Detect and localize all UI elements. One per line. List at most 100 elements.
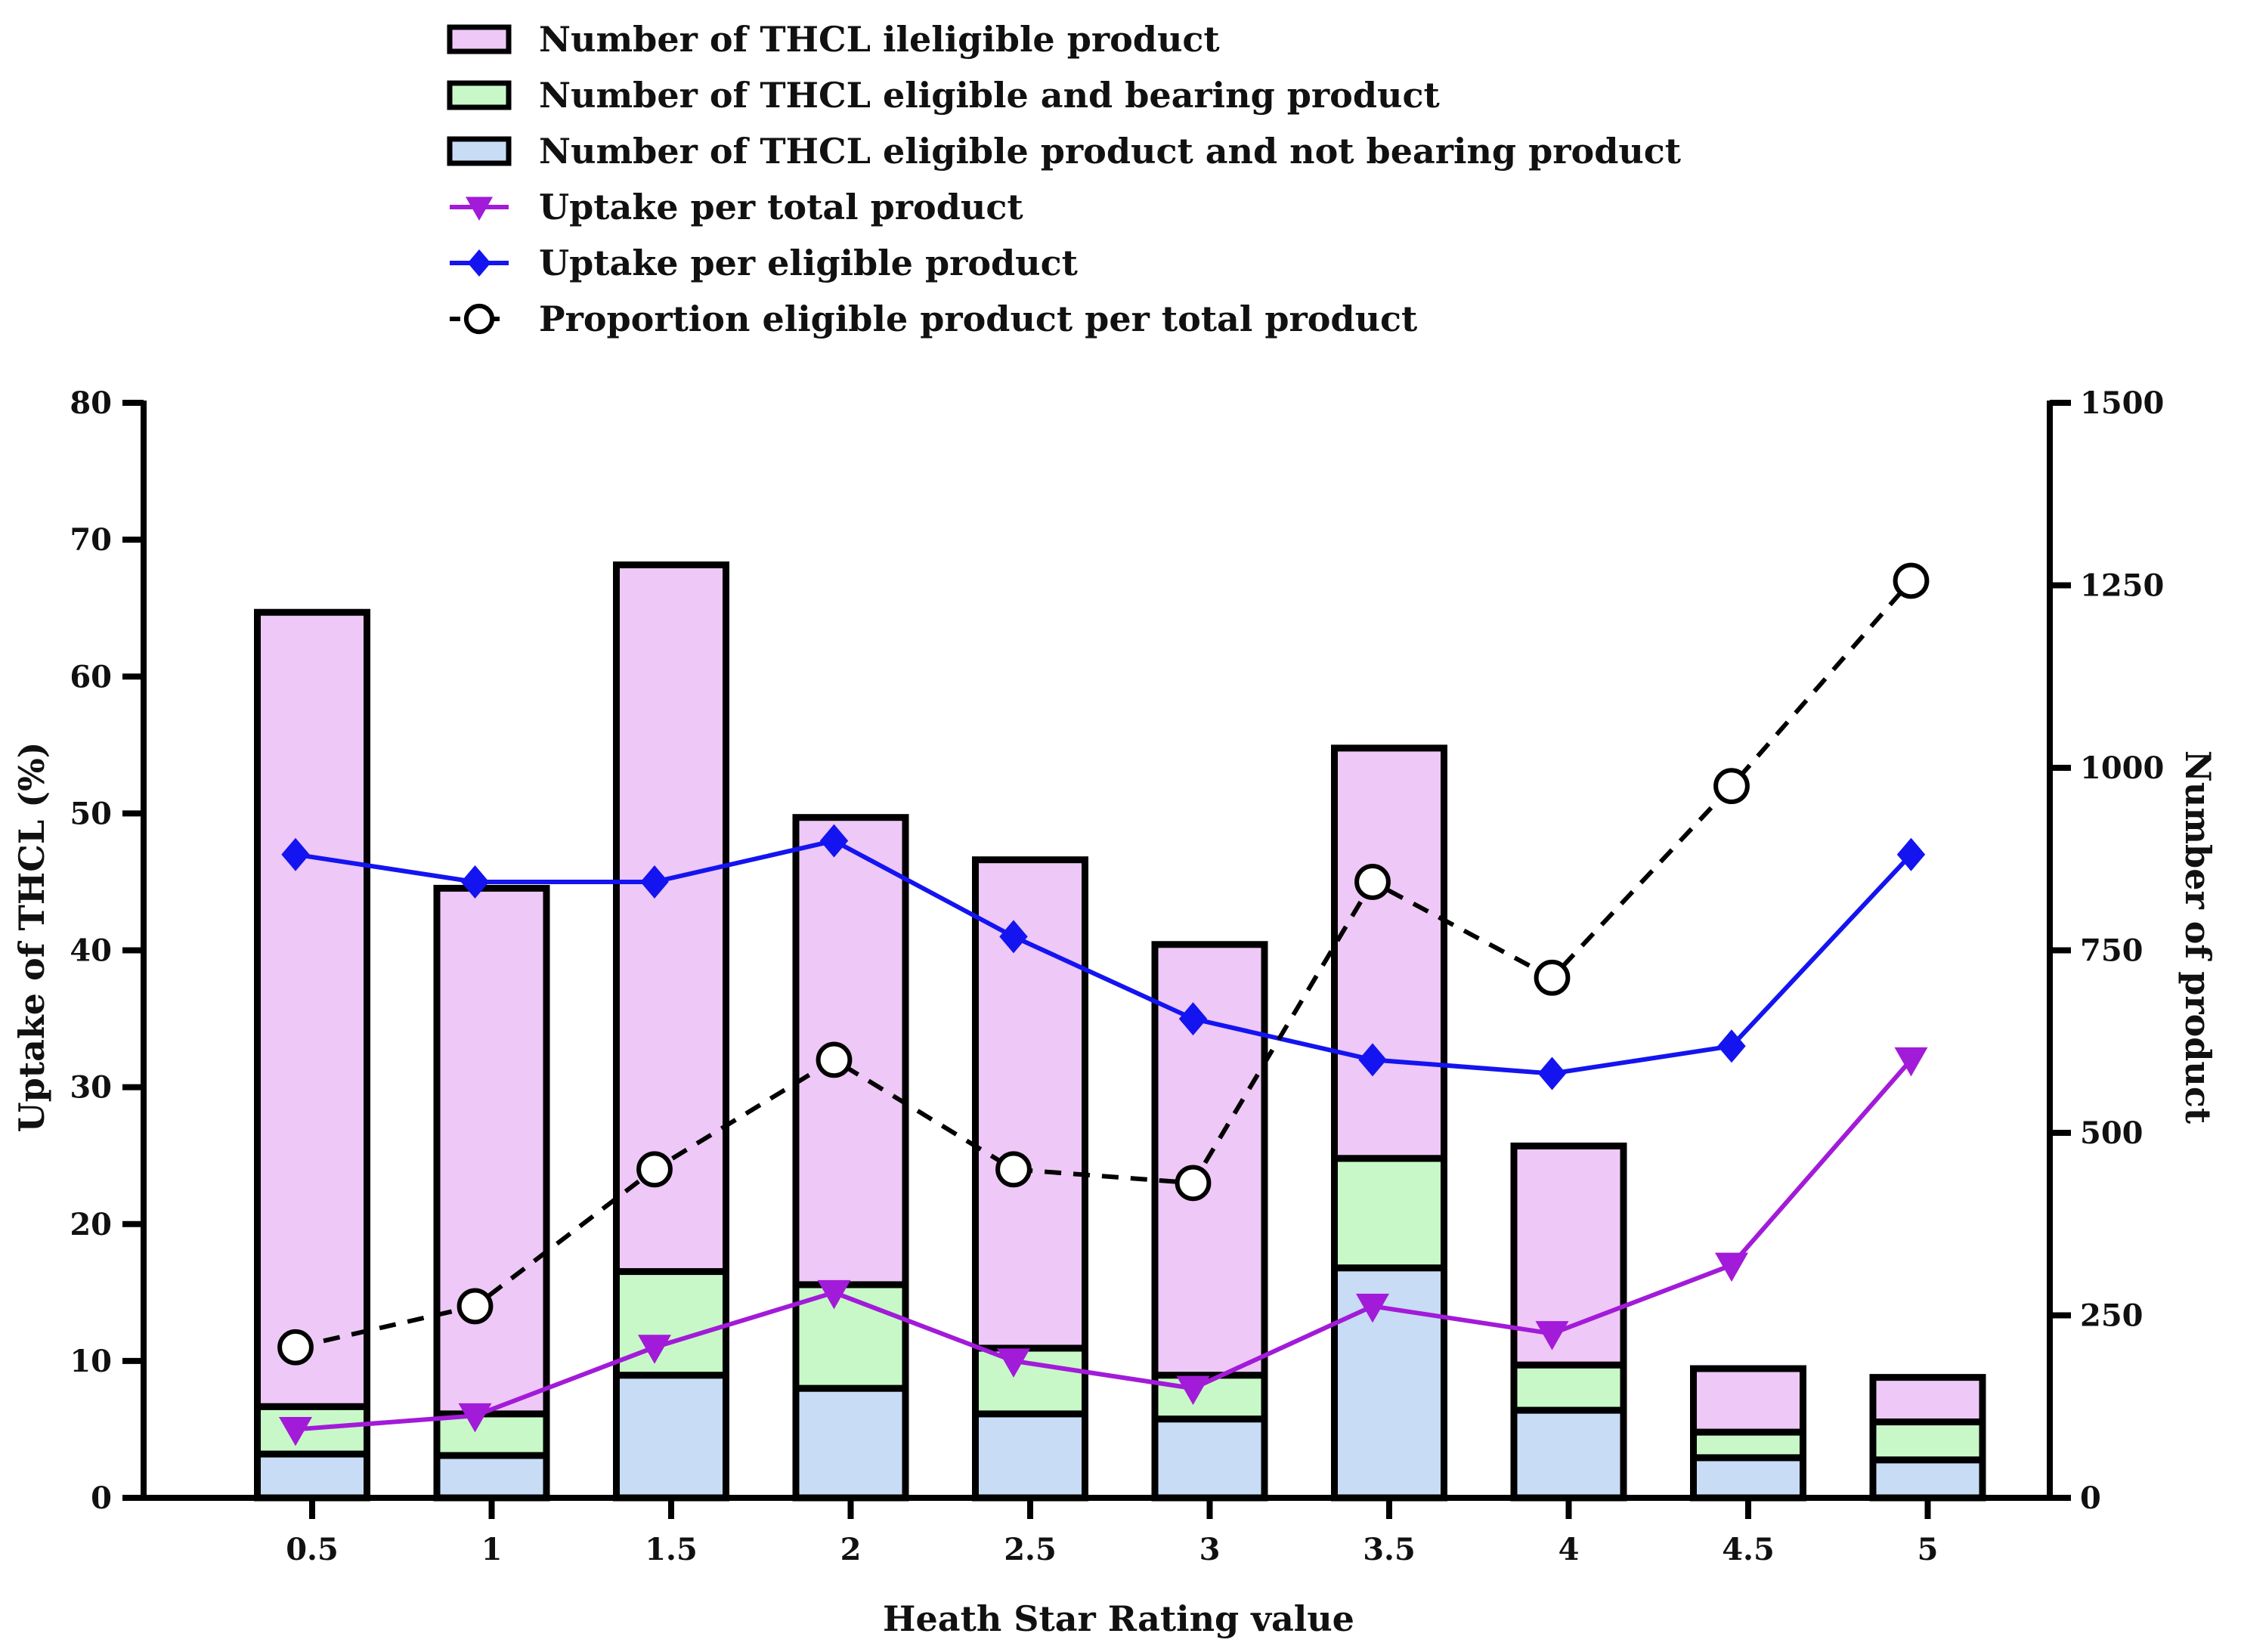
- point-series-2-4: [1534, 959, 1571, 996]
- x-tick-label: 2.5: [1004, 1532, 1057, 1567]
- y-tick-label-right: 750: [2080, 933, 2143, 969]
- legend-marker: [463, 303, 495, 335]
- y-tick-label-right: 500: [2080, 1115, 2143, 1151]
- point-series-0-3: [1176, 1375, 1210, 1406]
- bar-1-series-1: [433, 1410, 550, 1459]
- bar-5-series-2: [1869, 1374, 1986, 1426]
- point-series-1-2: [819, 824, 849, 858]
- bar-4.5-series-0: [1690, 1454, 1806, 1502]
- bars: [254, 561, 1986, 1502]
- bar-2-series-2: [792, 814, 909, 1288]
- legend-item-2: Number of THCL eligible product and not …: [447, 131, 1682, 172]
- legend-label: Number of THCL eligible and bearing prod…: [539, 75, 1440, 116]
- y-axis-title-left: Uptake of THCL (%): [11, 742, 52, 1133]
- point-series-0-2.5: [997, 1348, 1030, 1378]
- legend-label: Uptake per total product: [539, 187, 1023, 227]
- point-series-1-1.5: [640, 865, 669, 899]
- legend-swatch: [447, 24, 512, 54]
- point-series-0-2: [817, 1279, 851, 1310]
- bar-1.5-series-0: [613, 1372, 729, 1502]
- bar-3-series-2: [1151, 941, 1268, 1379]
- point-series-1-1: [460, 865, 490, 899]
- y-tick-label-right: 1500: [2080, 385, 2164, 421]
- x-tick-label: 2: [840, 1532, 862, 1567]
- y-axis-title-right: Number of product: [2178, 750, 2218, 1125]
- y-tick-label-right: 0: [2080, 1480, 2101, 1516]
- bar-4-series-1: [1510, 1361, 1627, 1414]
- y-tick-label-left: 70: [70, 522, 112, 558]
- point-series-1-5: [1896, 837, 1926, 871]
- legend-swatch: [447, 80, 512, 110]
- y-tick-label-left: 0: [91, 1480, 112, 1516]
- point-series-2-3.5: [1354, 864, 1391, 900]
- point-series-0-5: [1894, 1047, 1928, 1077]
- bar-4.5-series-2: [1690, 1365, 1806, 1436]
- bar-1-series-0: [433, 1452, 550, 1502]
- legend-item-3: Uptake per total product: [450, 187, 1023, 227]
- bar-3.5-series-1: [1331, 1155, 1447, 1272]
- point-series-0-4.5: [1715, 1252, 1748, 1282]
- bar-5-series-1: [1869, 1418, 1986, 1464]
- x-tick-label: 1.5: [645, 1532, 698, 1567]
- point-series-1-4: [1537, 1056, 1567, 1091]
- legend-swatch: [447, 136, 512, 166]
- x-tick-label: 0.5: [286, 1532, 339, 1567]
- point-series-1-4.5: [1717, 1029, 1746, 1063]
- point-series-2-1.5: [636, 1151, 673, 1188]
- legend-item-1: Number of THCL eligible and bearing prod…: [447, 75, 1440, 116]
- legend-item-4: Uptake per eligible product: [450, 243, 1079, 283]
- line-series-0: [295, 1058, 1913, 1432]
- point-series-1-3.5: [1358, 1043, 1387, 1077]
- x-tick-label: 3.5: [1363, 1532, 1416, 1567]
- point-series-2-0.5: [277, 1329, 314, 1366]
- y-tick-label-left: 20: [70, 1207, 112, 1242]
- y-tick-label-left: 60: [70, 659, 112, 695]
- bar-5-series-0: [1869, 1456, 1986, 1502]
- y-tick-label-left: 50: [70, 796, 112, 831]
- y-tick-label-left: 40: [70, 933, 112, 969]
- point-series-1-3: [1178, 1002, 1208, 1036]
- x-tick-label: 5: [1918, 1532, 1939, 1567]
- bar-2-series-0: [792, 1384, 909, 1502]
- bar-4.5-series-1: [1690, 1428, 1806, 1462]
- y-tick-label-left: 80: [70, 385, 112, 421]
- bar-3.5-series-2: [1331, 744, 1447, 1162]
- y-tick-label-right: 1250: [2080, 568, 2164, 604]
- line-series-2: [295, 579, 1913, 1350]
- point-series-2-1: [457, 1288, 494, 1325]
- x-tick-label: 3: [1199, 1532, 1221, 1567]
- bar-0.5-series-0: [254, 1450, 370, 1502]
- line-series-1: [295, 838, 1913, 1076]
- bar-2.5-series-2: [972, 856, 1088, 1352]
- point-series-2-2: [816, 1041, 853, 1078]
- bar-1.5-series-1: [613, 1268, 729, 1379]
- y-tick-label-left: 10: [70, 1344, 112, 1379]
- point-series-0-1: [458, 1403, 492, 1433]
- bar-0.5-series-2: [254, 608, 370, 1410]
- legend-item-5: Proportion eligible product per total pr…: [450, 299, 1418, 339]
- bar-4-series-0: [1510, 1406, 1627, 1502]
- bar-1.5-series-2: [613, 561, 729, 1276]
- x-axis-title: Heath Star Rating value: [883, 1598, 1354, 1639]
- legend-marker: [467, 249, 491, 277]
- bar-2.5-series-0: [972, 1410, 1088, 1502]
- bar-1-series-2: [433, 884, 550, 1418]
- legend: Number of THCL ileligible product Number …: [447, 19, 1682, 339]
- x-tick-label: 1: [481, 1532, 503, 1567]
- legend-label: Number of THCL ileligible product: [539, 19, 1220, 60]
- point-series-0-1.5: [638, 1335, 671, 1364]
- bar-3-series-0: [1151, 1415, 1268, 1502]
- x-tick-label: 4.5: [1722, 1532, 1775, 1567]
- point-series-1-2.5: [999, 920, 1028, 954]
- legend-label: Proportion eligible product per total pr…: [539, 299, 1418, 339]
- y-tick-label-left: 30: [70, 1070, 112, 1106]
- point-series-2-5: [1893, 562, 1930, 599]
- lines: [277, 562, 1930, 1446]
- point-series-2-2.5: [995, 1151, 1032, 1188]
- bar-2.5-series-1: [972, 1344, 1088, 1418]
- point-series-2-4.5: [1713, 768, 1750, 805]
- legend-label: Uptake per eligible product: [539, 243, 1079, 283]
- legend-item-0: Number of THCL ileligible product: [447, 19, 1220, 60]
- point-series-2-3: [1175, 1165, 1212, 1202]
